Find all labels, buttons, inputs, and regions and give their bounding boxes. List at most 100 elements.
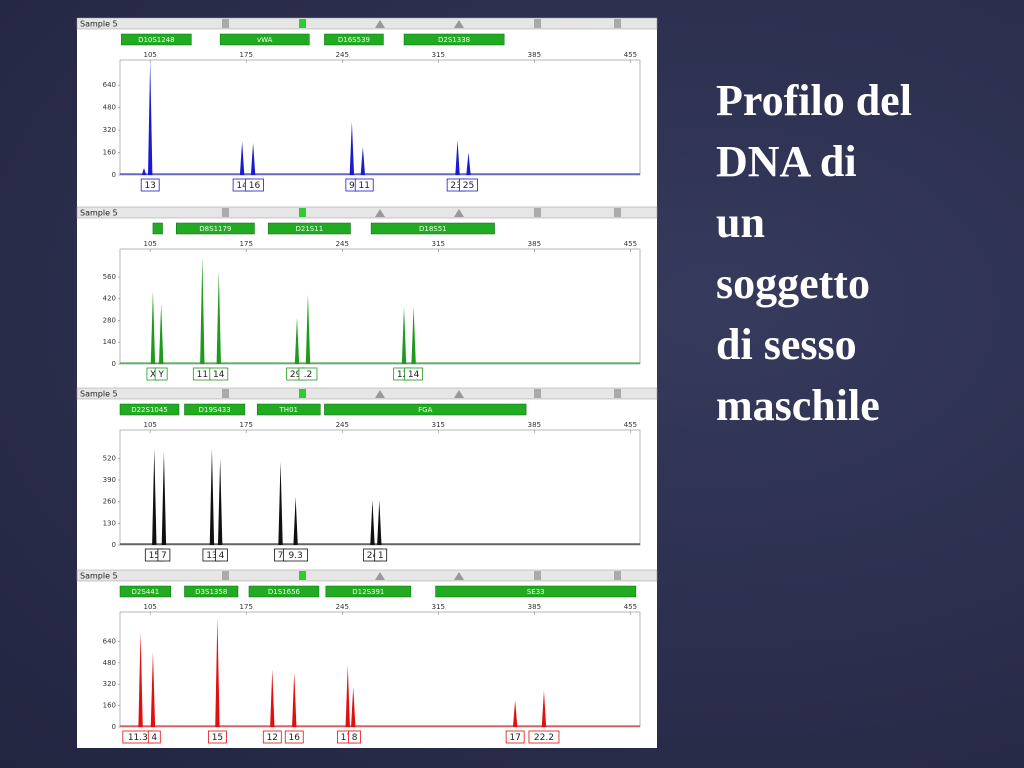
marker-bar xyxy=(403,33,505,46)
header-square xyxy=(222,208,229,217)
header-square xyxy=(222,571,229,580)
peak xyxy=(209,448,215,545)
peak xyxy=(239,141,245,175)
marker-bar xyxy=(119,585,172,598)
sample-header xyxy=(76,387,658,400)
peak xyxy=(345,665,350,727)
sample-header xyxy=(76,206,658,219)
marker-label: D2S1338 xyxy=(438,36,470,44)
allele-label: 12 xyxy=(397,370,408,380)
marker-bar xyxy=(325,585,412,598)
header-triangle xyxy=(454,390,464,398)
peak xyxy=(466,152,471,175)
y-tick-label: 140 xyxy=(103,338,116,346)
y-tick-label: 640 xyxy=(103,81,116,89)
allele-label: 24 xyxy=(367,551,379,561)
peak xyxy=(147,60,153,175)
header-square xyxy=(614,571,621,580)
allele-label: 14 xyxy=(408,370,420,380)
peak xyxy=(349,121,355,175)
marker-bar xyxy=(435,585,637,598)
marker-label: D12S391 xyxy=(352,588,384,596)
marker-label: D18S51 xyxy=(419,225,447,233)
header-triangle xyxy=(375,572,385,580)
marker-bar xyxy=(267,222,351,235)
x-tick-label: 245 xyxy=(336,603,349,611)
marker-label: vWA xyxy=(257,36,273,44)
allele-label: 17 xyxy=(341,733,352,743)
sample-header xyxy=(76,17,658,30)
peak xyxy=(152,448,157,545)
marker-bar xyxy=(324,33,384,46)
peak xyxy=(294,317,300,364)
title-line: soggetto xyxy=(716,259,870,308)
header-square xyxy=(534,571,541,580)
allele-label: 11.3 xyxy=(128,733,148,743)
marker-bar xyxy=(324,403,527,416)
x-tick-label: 175 xyxy=(240,603,253,611)
allele-box xyxy=(209,367,229,381)
marker-label: D8S1179 xyxy=(199,225,231,233)
allele-box xyxy=(298,367,318,381)
title-line: maschile xyxy=(716,381,880,430)
x-tick-label: 175 xyxy=(240,51,253,59)
peak xyxy=(150,290,156,364)
marker-label: D2S441 xyxy=(132,588,160,596)
x-tick-label: 105 xyxy=(143,240,156,248)
allele-label: 7 xyxy=(278,551,284,561)
header-square xyxy=(299,19,306,28)
peak xyxy=(161,451,167,545)
allele-label: 9.3 xyxy=(288,551,302,561)
header-square xyxy=(614,389,621,398)
allele-label: 17 xyxy=(509,733,520,743)
x-tick-label: 245 xyxy=(336,421,349,429)
marker-label: TH01 xyxy=(279,406,298,414)
y-tick-label: 0 xyxy=(112,171,116,179)
plot-area xyxy=(119,59,641,176)
allele-box xyxy=(404,367,424,381)
peak xyxy=(150,652,156,727)
header-triangle xyxy=(454,20,464,28)
y-tick-label: 0 xyxy=(112,723,116,731)
allele-label: 13 xyxy=(144,181,155,191)
allele-label: 7 xyxy=(161,551,167,561)
allele-label: 15 xyxy=(149,551,160,561)
plot-area xyxy=(119,611,641,728)
allele-label: 8 xyxy=(352,733,358,743)
marker-label: D16S539 xyxy=(338,36,370,44)
peak xyxy=(351,686,356,727)
y-tick-label: 280 xyxy=(103,316,116,324)
y-tick-label: 480 xyxy=(103,659,116,667)
marker-bar xyxy=(184,585,239,598)
y-tick-label: 320 xyxy=(103,680,116,688)
y-tick-label: 640 xyxy=(103,637,116,645)
y-tick-label: 260 xyxy=(103,498,116,506)
allele-label: X xyxy=(150,370,156,380)
sample-label: Sample 5 xyxy=(80,209,118,218)
peak xyxy=(305,294,311,364)
allele-label: Y xyxy=(157,370,164,380)
marker-label: SE33 xyxy=(527,588,545,596)
peak xyxy=(411,306,416,364)
header-square xyxy=(222,19,229,28)
allele-box xyxy=(348,730,362,744)
header-square xyxy=(534,389,541,398)
peak xyxy=(216,270,221,364)
x-tick-label: 315 xyxy=(432,421,445,429)
allele-label: 1 xyxy=(378,551,384,561)
allele-label: 14 xyxy=(236,181,248,191)
y-tick-label: 480 xyxy=(103,104,116,112)
allele-box xyxy=(140,178,160,192)
peak xyxy=(217,458,223,545)
header-triangle xyxy=(454,572,464,580)
allele-box xyxy=(245,178,264,192)
marker-bar xyxy=(152,222,163,235)
y-tick-label: 130 xyxy=(103,519,116,527)
peak xyxy=(541,690,547,727)
sample-label: Sample 5 xyxy=(80,20,118,29)
x-tick-label: 315 xyxy=(432,51,445,59)
allele-label: 12 xyxy=(267,733,278,743)
header-square xyxy=(299,208,306,217)
x-tick-label: 385 xyxy=(528,240,541,248)
